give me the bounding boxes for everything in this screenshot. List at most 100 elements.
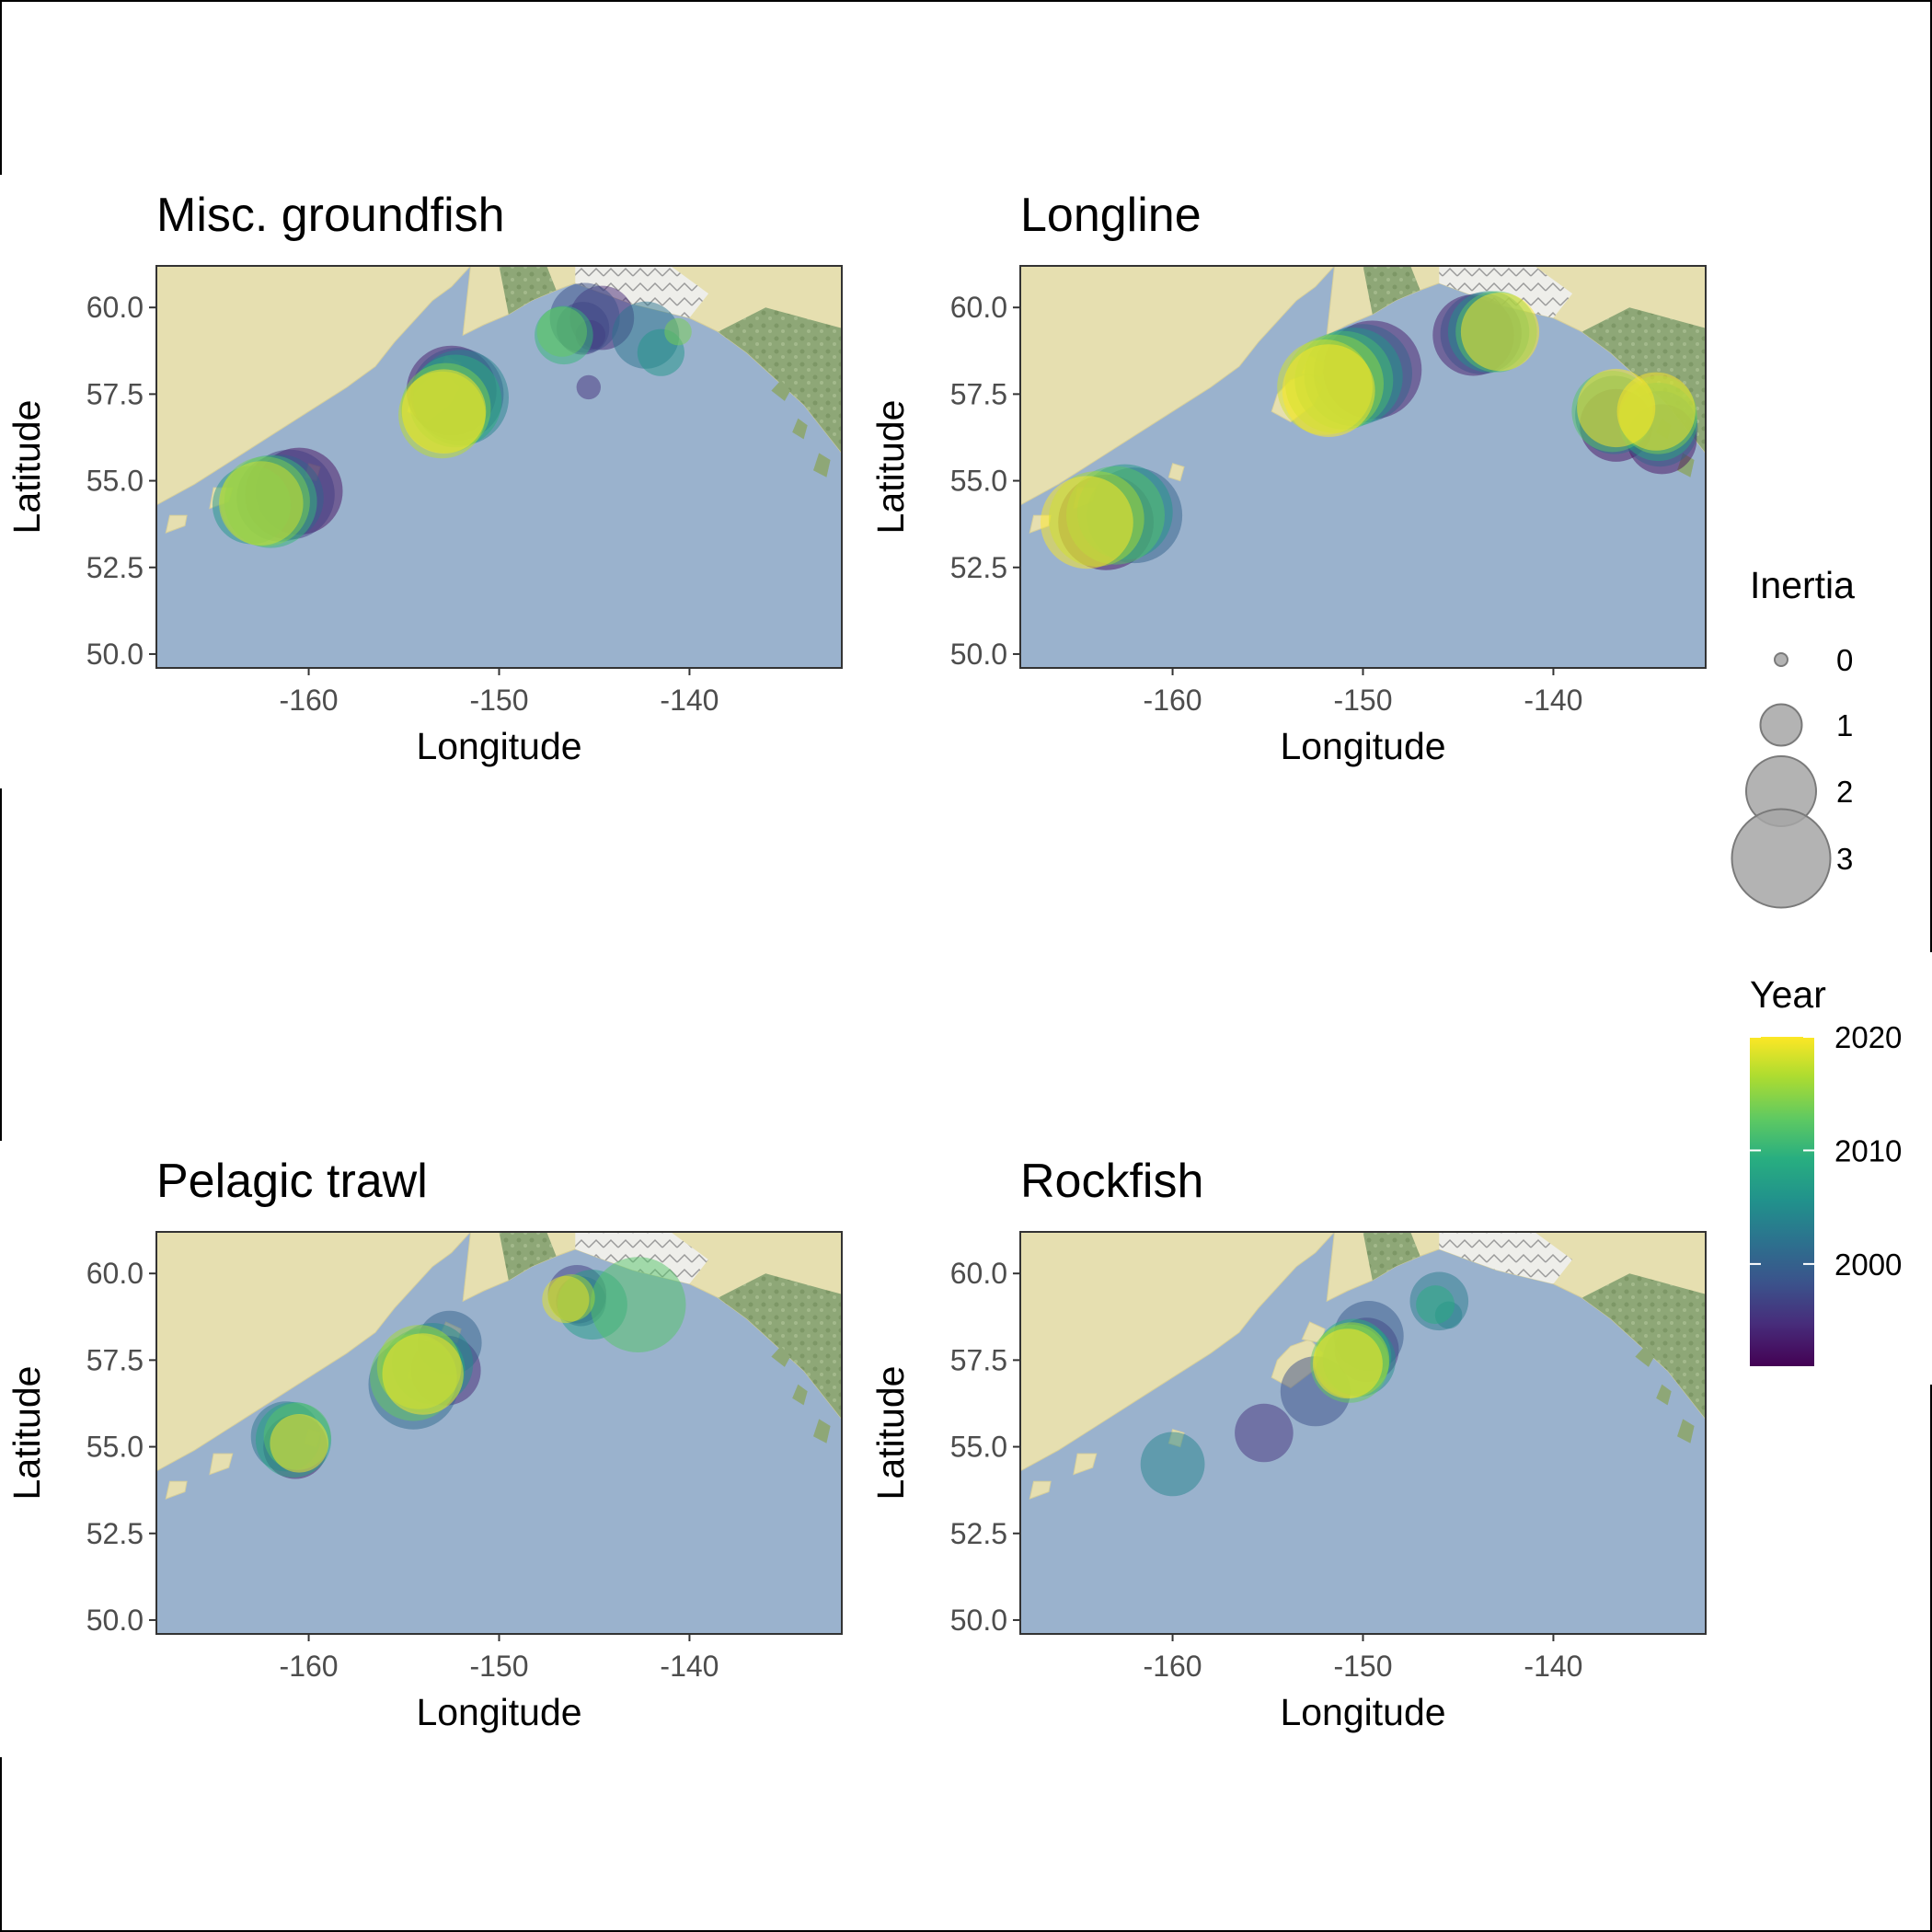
x-axis-label: Longitude [416,1691,581,1733]
border-right-upper [1930,0,1932,952]
data-point [270,1414,329,1473]
data-point [1616,372,1696,451]
land-mass [1029,1480,1052,1500]
y-tick-label: 52.5 [950,1517,1007,1550]
size-legend-label: 3 [1836,842,1853,876]
land-mass [1020,1232,1336,1472]
y-tick-label: 55.0 [86,1431,144,1464]
colorbar-label: 2020 [1834,1020,1902,1054]
panel-title: Rockfish [1020,1155,1203,1208]
land-mass [156,1232,472,1472]
y-tick-label: 57.5 [86,1343,144,1376]
coastal-island [813,453,831,477]
colorbar [1750,1037,1814,1366]
coastal-island [792,1384,808,1406]
size-legend: Inertia 0 1 2 3 [1731,564,1855,909]
coastal-island [1677,1419,1695,1443]
forest-terrain [499,266,557,315]
coastal-island [771,1346,791,1367]
y-axis-label: Latitude [6,1366,48,1501]
x-tick-label: -140 [1524,1650,1582,1683]
panel-title: Misc. groundfish [156,189,505,242]
land-mass [165,1480,188,1500]
y-axis-label: Latitude [869,1366,912,1501]
coastal-island [1656,1384,1672,1406]
data-point [590,1257,686,1352]
data-point [401,369,487,454]
data-point [542,1275,590,1324]
x-axis-label: Longitude [416,725,581,767]
x-tick-label: -160 [1144,684,1202,717]
x-axis-label: Longitude [1280,1691,1445,1733]
size-legend-key [1774,652,1788,667]
coastal-island [792,418,808,440]
data-point [1140,1432,1205,1497]
x-tick-label: -140 [1524,684,1582,717]
colorbar-label: 2000 [1834,1248,1902,1282]
land-mass [1167,463,1185,482]
data-point [1416,1285,1455,1325]
coastal-island [771,380,791,401]
y-tick-label: 57.5 [950,1343,1007,1376]
y-tick-label: 50.0 [86,1604,144,1637]
size-legend-label: 0 [1836,643,1853,677]
y-tick-label: 60.0 [950,291,1007,324]
size-legend-label: 1 [1836,708,1853,742]
coastal-island [1635,1346,1655,1367]
mountain-ice [575,266,709,318]
forest-terrain [718,307,842,454]
land-mass [156,266,472,506]
data-point [1312,1328,1383,1399]
x-tick-label: -140 [660,1650,719,1683]
forest-terrain [1363,1232,1420,1281]
colorbar-label: 2010 [1834,1133,1902,1167]
y-tick-label: 55.0 [950,1431,1007,1464]
panel-title: Pelagic trawl [156,1155,428,1208]
data-point [1041,476,1133,569]
data-point [1235,1403,1294,1463]
coastal-island [813,1419,831,1443]
border-left-middle [0,788,2,1141]
y-tick-label: 52.5 [950,551,1007,584]
mountain-ice [1439,266,1573,318]
land-mass [462,1232,842,1420]
x-tick-label: -150 [1333,1650,1392,1683]
panel-2: Longline 50.0 52.5 55.0 57.5 60.0 -160 -150 -140… [869,189,1707,767]
border-bottom [0,1930,1932,1932]
y-tick-label: 60.0 [86,291,144,324]
color-legend-title: Year [1750,973,1826,1016]
data-point [536,306,587,357]
border-left-bottom [0,1757,2,1932]
data-point [664,317,692,346]
land-mass [462,266,842,454]
y-tick-label: 52.5 [86,551,144,584]
size-legend-key [1731,808,1832,909]
x-tick-label: -140 [660,684,719,717]
y-tick-label: 50.0 [950,1604,1007,1637]
land-mass [1301,1321,1326,1344]
x-tick-label: -150 [1333,684,1392,717]
y-tick-label: 60.0 [86,1257,144,1290]
y-tick-label: 50.0 [950,638,1007,671]
border-left-top [0,0,2,175]
panel-1: Misc. groundfish 50.0 52.5 55.0 57.5 60.0 -160… [6,189,843,767]
y-tick-label: 50.0 [86,638,144,671]
land-mass [165,514,188,534]
data-point [576,374,601,400]
x-tick-label: -160 [1144,1650,1202,1683]
y-tick-label: 57.5 [86,377,144,410]
x-tick-label: -160 [280,684,339,717]
forest-terrain [718,1273,842,1420]
x-tick-label: -150 [469,1650,528,1683]
panel-title: Longline [1020,189,1202,242]
panels-layer: Misc. groundfish 50.0 52.5 55.0 57.5 60.0 -160… [6,189,1707,1733]
panel-4: Rockfish 50.0 52.5 55.0 57.5 60.0 -160 -150 -140… [869,1155,1707,1733]
land-mass [1073,1453,1098,1476]
border-right-lower [1930,1385,1932,1932]
forest-terrain [1581,1273,1706,1420]
size-legend-label: 2 [1836,775,1853,809]
size-legend-title: Inertia [1750,564,1855,606]
land-mass [209,1453,234,1476]
mountain-ice [1439,1232,1573,1284]
forest-terrain [1363,266,1420,315]
